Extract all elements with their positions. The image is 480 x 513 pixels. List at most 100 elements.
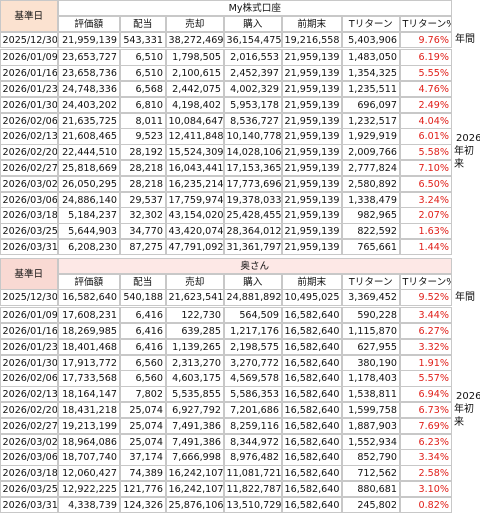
value-cell: 5,184,237	[57, 207, 120, 224]
value-cell: 18,431,218	[57, 402, 120, 419]
value-cell: 7.69%	[399, 417, 452, 435]
value-cell: 5,953,178	[223, 96, 282, 114]
value-cell: 17,913,772	[57, 354, 120, 371]
value-cell: 1,483,050	[341, 49, 400, 66]
value-cell: 12,411,848	[165, 128, 224, 145]
date-cell: 2025/12/30	[0, 31, 58, 48]
value-cell: 21,959,139	[281, 144, 342, 161]
date-cell: 2026/01/16	[0, 65, 58, 82]
value-cell: 87,275	[119, 239, 166, 256]
side-label: 2026	[456, 132, 480, 144]
value-cell: 124,326	[119, 496, 166, 513]
value-cell: 2,313,270	[165, 354, 224, 371]
date-cell: 2026/01/30	[0, 354, 58, 371]
value-cell: 6,560	[119, 370, 166, 387]
date-cell: 2026/03/02	[0, 433, 58, 450]
value-cell: 1,232,517	[341, 112, 400, 129]
value-cell: 37,174	[119, 449, 166, 466]
value-cell: 1,798,505	[165, 49, 224, 66]
value-cell: 6.23%	[399, 433, 452, 450]
value-cell: 24,748,336	[57, 81, 120, 98]
value-cell: 880,681	[341, 481, 400, 498]
column-header: 売却	[165, 273, 224, 290]
value-cell: 16,582,640	[281, 481, 342, 498]
value-cell: 47,791,092	[165, 239, 224, 256]
value-cell: 16,582,640	[57, 289, 120, 306]
value-cell: 7.10%	[399, 160, 452, 177]
value-cell: 4.76%	[399, 81, 452, 98]
value-cell: 1,338,479	[341, 191, 400, 208]
value-cell: 6,810	[119, 96, 166, 114]
value-cell: 8,011	[119, 112, 166, 129]
value-cell: 16,242,107	[165, 481, 224, 498]
date-cell: 2026/02/13	[0, 128, 58, 145]
date-cell: 2026/01/30	[0, 96, 58, 114]
value-cell: 7,666,998	[165, 449, 224, 466]
side-label: 年初来	[454, 403, 474, 428]
value-cell: 21,959,139	[281, 112, 342, 129]
value-cell: 639,285	[165, 323, 224, 340]
value-cell: 4,569,578	[223, 370, 282, 387]
date-cell: 2026/03/31	[0, 239, 58, 256]
value-cell: 18,164,147	[57, 386, 120, 403]
value-cell: 15,524,309	[165, 144, 224, 161]
column-header: 配当	[119, 273, 166, 290]
value-cell: 7,491,386	[165, 417, 224, 435]
value-cell: 6,416	[119, 307, 166, 324]
value-cell: 3.32%	[399, 338, 452, 356]
value-cell: 982,965	[341, 207, 400, 224]
value-cell: 10,495,025	[281, 289, 342, 306]
column-header: 購入	[223, 15, 282, 33]
value-cell: 21,959,139	[281, 128, 342, 145]
date-cell: 2026/03/18	[0, 207, 58, 224]
date-cell: 2026/02/06	[0, 370, 58, 387]
value-cell: 3.44%	[399, 307, 452, 324]
value-cell: 29,537	[119, 191, 166, 208]
value-cell: 23,653,727	[57, 49, 120, 66]
value-cell: 6,927,792	[165, 402, 224, 419]
date-cell: 2026/02/27	[0, 160, 58, 177]
table-title: My株式口座	[57, 0, 452, 17]
value-cell: 4,338,739	[57, 496, 120, 513]
value-cell: 5.57%	[399, 370, 452, 387]
value-cell: 852,790	[341, 449, 400, 466]
value-cell: 16,582,640	[281, 433, 342, 450]
value-cell: 2.49%	[399, 96, 452, 114]
value-cell: 696,097	[341, 96, 400, 114]
value-cell: 6.50%	[399, 175, 452, 193]
value-cell: 25,074	[119, 402, 166, 419]
value-cell: 7,802	[119, 386, 166, 403]
value-cell: 36,154,475	[223, 31, 282, 48]
value-cell: 543,331	[119, 31, 166, 48]
value-cell: 12,922,225	[57, 481, 120, 498]
value-cell: 43,420,074	[165, 223, 224, 240]
value-cell: 3.24%	[399, 191, 452, 208]
value-cell: 6,208,230	[57, 239, 120, 256]
date-cell: 2026/01/09	[0, 307, 58, 324]
value-cell: 2,777,824	[341, 160, 400, 177]
value-cell: 16,582,640	[281, 338, 342, 356]
column-header: 前期末	[281, 273, 342, 290]
value-cell: 6,416	[119, 323, 166, 340]
date-cell: 2026/03/18	[0, 465, 58, 482]
value-cell: 712,562	[341, 465, 400, 482]
value-cell: 18,269,985	[57, 323, 120, 340]
value-cell: 2,100,615	[165, 65, 224, 82]
value-cell: 21,959,139	[281, 49, 342, 66]
value-cell: 10,084,647	[165, 112, 224, 129]
value-cell: 122,730	[165, 307, 224, 324]
value-cell: 21,623,541	[165, 289, 224, 306]
value-cell: 24,886,140	[57, 191, 120, 208]
value-cell: 3.34%	[399, 449, 452, 466]
value-cell: 13,510,729	[223, 496, 282, 513]
value-cell: 6.27%	[399, 323, 452, 340]
value-cell: 21,959,139	[281, 207, 342, 224]
value-cell: 25,876,106	[165, 496, 224, 513]
date-header: 基準日	[0, 0, 58, 33]
table-title: 奥さん	[57, 257, 452, 275]
value-cell: 6,568	[119, 81, 166, 98]
value-cell: 7,491,386	[165, 433, 224, 450]
value-cell: 25,074	[119, 417, 166, 435]
value-cell: 26,050,295	[57, 175, 120, 193]
